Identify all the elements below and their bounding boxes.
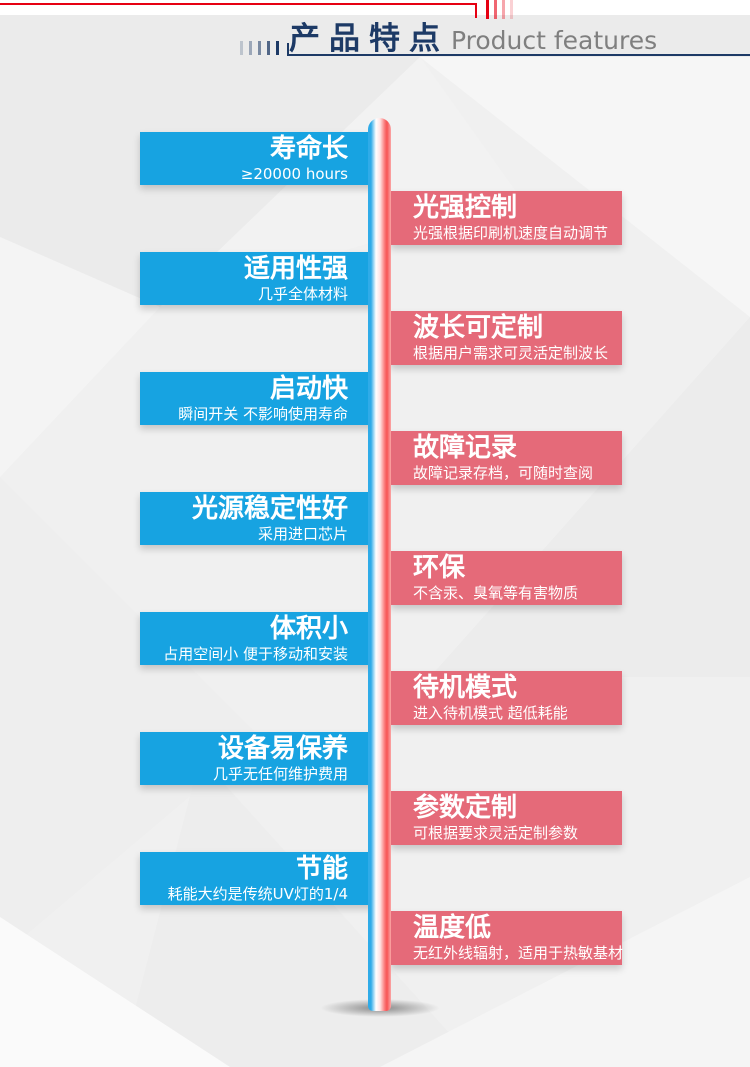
feature-card-left-3: 启动快 瞬间开关 不影响使用寿命: [140, 372, 376, 425]
feature-card-left-7: 节能 耗能大约是传统UV灯的1/4: [140, 852, 376, 905]
feature-subtitle: 光强根据印刷机速度自动调节: [413, 224, 609, 242]
blue-tick-marks: [240, 41, 279, 55]
tick-mark: [502, 0, 505, 19]
feature-subtitle: 瞬间开关 不影响使用寿命: [178, 405, 348, 423]
header-title-row: 产品特点 Product features: [289, 13, 657, 58]
feature-subtitle: 几乎全体材料: [257, 285, 348, 303]
feature-subtitle: 可根据要求灵活定制参数: [413, 824, 579, 842]
header-underline: [287, 54, 750, 56]
feature-card-right-1: 光强控制 光强根据印刷机速度自动调节: [391, 191, 622, 245]
feature-title: 待机模式: [413, 673, 518, 703]
feature-card-right-6: 参数定制 可根据要求灵活定制参数: [391, 791, 622, 845]
feature-title: 设备易保养: [217, 734, 348, 764]
tick-mark: [276, 41, 279, 55]
feature-subtitle: 无红外线辐射，适用于热敏基材: [413, 944, 624, 962]
tick-mark: [240, 41, 243, 55]
feature-card-left-2: 适用性强 几乎全体材料: [140, 252, 376, 305]
feature-subtitle: 进入待机模式 超低耗能: [413, 704, 568, 722]
feature-subtitle: 不含汞、臭氧等有害物质: [413, 584, 579, 602]
feature-title: 寿命长: [269, 134, 348, 164]
feature-title: 适用性强: [243, 254, 348, 284]
feature-title: 故障记录: [413, 433, 518, 463]
feature-title: 参数定制: [413, 793, 518, 823]
red-tick-marks: [486, 0, 513, 19]
header-band: [0, 15, 750, 57]
feature-card-right-4: 环保 不含汞、臭氧等有害物质: [391, 551, 622, 605]
feature-subtitle: 故障记录存档，可随时查阅: [413, 464, 594, 482]
header-red-line: [0, 3, 477, 5]
feature-card-left-4: 光源稳定性好 采用进口芯片: [140, 492, 376, 545]
page-subtitle: Product features: [451, 26, 658, 55]
feature-subtitle: 采用进口芯片: [257, 525, 348, 543]
feature-subtitle: 根据用户需求可灵活定制波长: [413, 344, 609, 362]
feature-title: 温度低: [413, 913, 492, 943]
feature-title: 体积小: [269, 614, 348, 644]
feature-title: 波长可定制: [413, 313, 544, 343]
background-polygons: [0, 57, 750, 1067]
tick-mark: [249, 41, 252, 55]
feature-title: 光强控制: [413, 193, 518, 223]
tick-mark: [267, 41, 270, 55]
feature-card-left-6: 设备易保养 几乎无任何维护费用: [140, 732, 376, 785]
feature-card-right-5: 待机模式 进入待机模式 超低耗能: [391, 671, 622, 725]
feature-title: 节能: [295, 854, 348, 884]
feature-subtitle: 耗能大约是传统UV灯的1/4: [167, 885, 348, 903]
feature-title: 环保: [413, 553, 466, 583]
tick-mark: [510, 0, 513, 19]
header-red-line-corner: [475, 3, 477, 18]
header-underline-corner: [287, 43, 289, 56]
feature-title: 光源稳定性好: [191, 494, 348, 524]
feature-card-right-2: 波长可定制 根据用户需求可灵活定制波长: [391, 311, 622, 365]
feature-title: 启动快: [269, 374, 348, 404]
page-title: 产品特点: [289, 21, 449, 57]
feature-subtitle: 占用空间小 便于移动和安装: [163, 645, 348, 663]
tick-mark: [494, 0, 497, 19]
feature-subtitle: 几乎无任何维护费用: [212, 765, 348, 783]
feature-card-left-1: 寿命长 ≥20000 hours: [140, 132, 376, 185]
feature-card-left-5: 体积小 占用空间小 便于移动和安装: [140, 612, 376, 665]
tick-mark: [486, 0, 489, 19]
tick-mark: [258, 41, 261, 55]
feature-subtitle: ≥20000 hours: [240, 165, 348, 183]
feature-card-right-3: 故障记录 故障记录存档，可随时查阅: [391, 431, 622, 485]
feature-card-right-7: 温度低 无红外线辐射，适用于热敏基材: [391, 911, 624, 965]
timeline-line: [368, 118, 391, 1011]
